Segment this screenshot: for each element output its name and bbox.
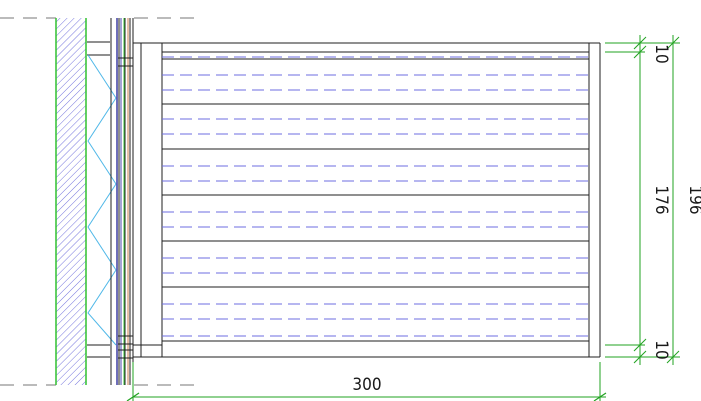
board-lines — [162, 51, 589, 342]
height-dimension — [605, 35, 680, 365]
width-dimension: 300 — [126, 362, 607, 401]
inner-dashed-lines — [162, 56, 589, 337]
bottom-margin-dimension-label: 10 — [651, 340, 671, 359]
vertical-posts — [110, 18, 134, 385]
total-dimension-label: 196 — [685, 185, 701, 214]
span-dimension-label: 176 — [651, 185, 671, 214]
panel-frame — [132, 42, 601, 358]
insulation-zigzag — [87, 41, 117, 358]
top-margin-dimension-label: 10 — [651, 44, 671, 63]
width-dimension-label: 300 — [352, 375, 381, 395]
hatched-wall — [55, 18, 87, 385]
outer-dashed-lines — [0, 17, 200, 386]
